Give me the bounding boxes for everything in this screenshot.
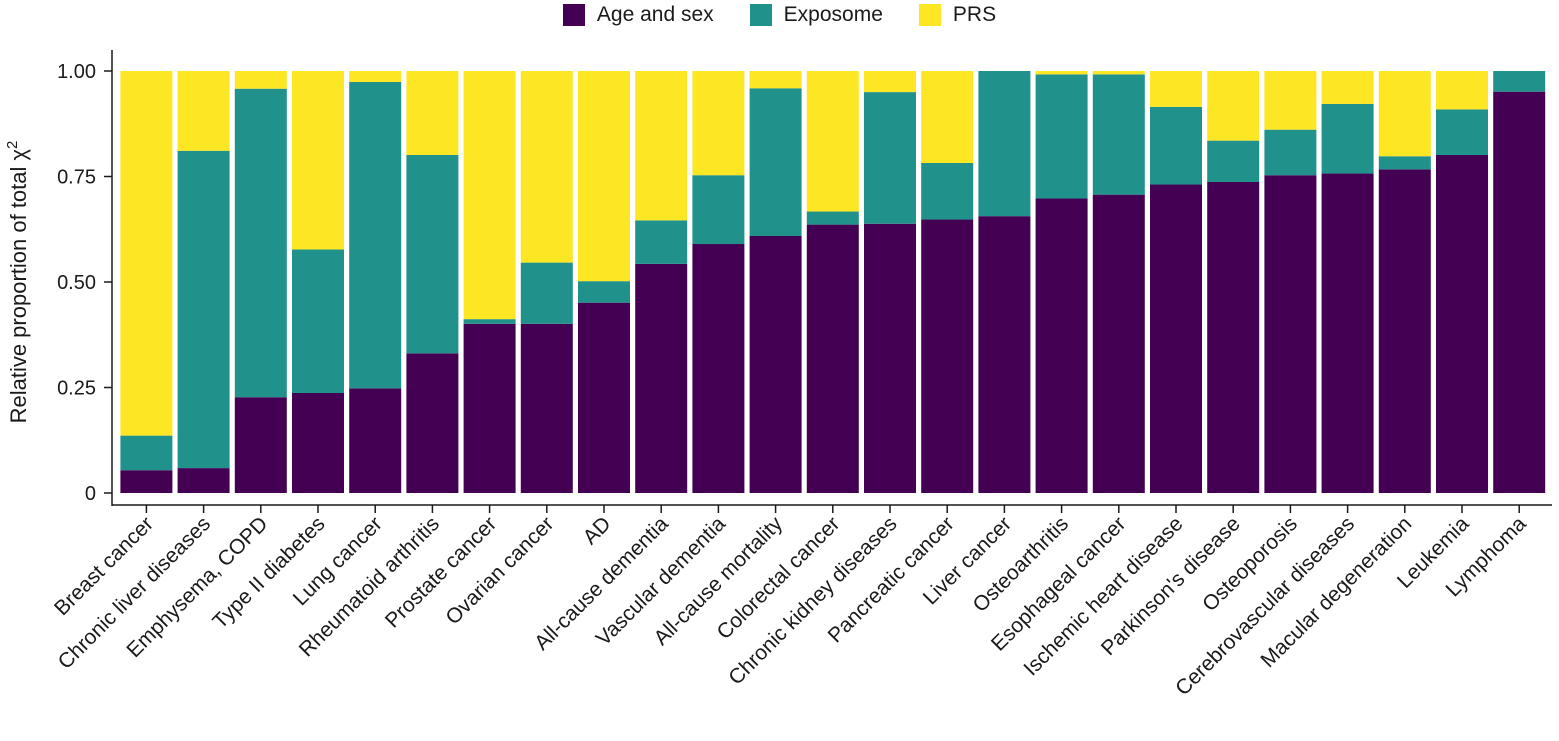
- bar-chronic-liver-diseases-age-and-sex: [177, 468, 230, 493]
- bar-lung-cancer-age-and-sex: [349, 388, 402, 493]
- bar-all-cause-dementia-age-and-sex: [635, 263, 688, 493]
- bar-ischemic-heart-disease-age-and-sex: [1150, 184, 1202, 493]
- bar-macular-degeneration-age-and-sex: [1378, 169, 1431, 493]
- bar-lymphoma-exposome: [1493, 71, 1546, 92]
- y-tick-label: 1.00: [57, 61, 96, 83]
- bar-ovarian-cancer-exposome: [520, 262, 573, 324]
- legend-item-exposome: Exposome: [749, 3, 883, 27]
- legend-label-exposome: Exposome: [783, 3, 883, 26]
- legend-item-age-and-sex: Age and sex: [562, 3, 714, 27]
- bar-osteoarthritis-exposome: [1035, 74, 1088, 199]
- bar-macular-degeneration-prs: [1378, 71, 1431, 157]
- bar-breast-cancer-prs: [120, 71, 173, 436]
- bar-osteoporosis-exposome: [1264, 129, 1317, 176]
- bar-emphysema-copd-exposome: [234, 88, 287, 398]
- bar-ad-age-and-sex: [578, 302, 630, 493]
- bar-all-cause-mortality-exposome: [749, 88, 802, 236]
- bar-vascular-dementia-exposome: [692, 175, 745, 245]
- bar-chronic-kidney-diseases-exposome: [864, 92, 916, 224]
- bar-cerebrovascular-diseases-age-and-sex: [1321, 173, 1374, 494]
- bar-all-cause-mortality-prs: [749, 71, 802, 89]
- legend-swatch-prs: [918, 4, 941, 26]
- y-tick-label: 0: [85, 483, 96, 505]
- bars-layer: [120, 71, 1546, 494]
- bar-lung-cancer-exposome: [349, 81, 402, 389]
- bar-emphysema-copd-age-and-sex: [234, 397, 287, 493]
- bar-colorectal-cancer-prs: [806, 71, 859, 212]
- bar-type-ii-diabetes-age-and-sex: [292, 392, 344, 493]
- bar-chronic-liver-diseases-prs: [177, 71, 230, 151]
- bar-liver-cancer-exposome: [978, 71, 1031, 217]
- bar-chronic-liver-diseases-exposome: [177, 150, 230, 469]
- bar-chronic-kidney-diseases-age-and-sex: [864, 223, 916, 493]
- legend-label-prs: PRS: [952, 3, 997, 26]
- bar-parkinson-s-disease-age-and-sex: [1207, 181, 1260, 494]
- bar-leukemia-prs: [1436, 71, 1488, 110]
- bar-all-cause-dementia-exposome: [635, 220, 688, 264]
- bar-rheumatoid-arthritis-age-and-sex: [406, 353, 459, 493]
- bar-liver-cancer-age-and-sex: [978, 216, 1031, 494]
- bar-pancreatic-cancer-exposome: [921, 163, 974, 220]
- bar-osteoarthritis-age-and-sex: [1035, 198, 1088, 493]
- bar-cerebrovascular-diseases-prs: [1321, 71, 1374, 104]
- bar-osteoporosis-age-and-sex: [1264, 175, 1317, 494]
- bar-lung-cancer-prs: [349, 71, 402, 82]
- bar-breast-cancer-age-and-sex: [120, 470, 173, 493]
- bar-all-cause-mortality-age-and-sex: [749, 236, 802, 493]
- bar-type-ii-diabetes-exposome: [292, 249, 344, 393]
- bar-leukemia-age-and-sex: [1436, 154, 1488, 494]
- bar-esophageal-cancer-age-and-sex: [1092, 194, 1145, 493]
- y-axis-label: Relative proportion of total χ2: [4, 141, 31, 424]
- bar-esophageal-cancer-prs: [1092, 71, 1145, 75]
- x-tick-label-ad: AD: [579, 512, 616, 549]
- legend-swatch-age-and-sex: [562, 4, 585, 26]
- bar-emphysema-copd-prs: [234, 71, 287, 89]
- bar-osteoporosis-prs: [1264, 71, 1317, 130]
- bar-rheumatoid-arthritis-exposome: [406, 154, 459, 354]
- bar-vascular-dementia-prs: [692, 71, 745, 176]
- bar-vascular-dementia-age-and-sex: [692, 244, 745, 493]
- bar-parkinson-s-disease-prs: [1207, 71, 1260, 141]
- bar-ad-exposome: [578, 281, 630, 303]
- x-tick-label-ovarian-cancer: Ovarian cancer: [441, 512, 558, 629]
- legend-label-age-and-sex: Age and sex: [596, 3, 714, 26]
- bar-rheumatoid-arthritis-prs: [406, 71, 459, 155]
- bar-all-cause-dementia-prs: [635, 71, 688, 221]
- legend-swatch-exposome: [749, 4, 772, 26]
- bar-ad-prs: [578, 71, 630, 282]
- bar-colorectal-cancer-exposome: [806, 211, 859, 225]
- bar-colorectal-cancer-age-and-sex: [806, 224, 859, 494]
- bar-prostate-cancer-prs: [463, 71, 516, 320]
- bar-ovarian-cancer-age-and-sex: [520, 323, 573, 493]
- y-tick-label: 0.75: [57, 167, 96, 189]
- bar-prostate-cancer-age-and-sex: [463, 323, 516, 493]
- bar-esophageal-cancer-exposome: [1092, 74, 1145, 195]
- legend: Age and sex Exposome PRS: [0, 3, 1559, 27]
- bar-lymphoma-age-and-sex: [1493, 91, 1546, 494]
- legend-item-prs: PRS: [918, 3, 997, 27]
- y-tick-label: 0.25: [57, 378, 96, 400]
- bar-cerebrovascular-diseases-exposome: [1321, 103, 1374, 174]
- bar-macular-degeneration-exposome: [1378, 156, 1431, 170]
- bar-breast-cancer-exposome: [120, 435, 173, 471]
- x-tick-label-breast-cancer: Breast cancer: [50, 512, 158, 620]
- bar-parkinson-s-disease-exposome: [1207, 140, 1260, 182]
- bar-ischemic-heart-disease-exposome: [1150, 106, 1202, 185]
- y-tick-label: 0.50: [57, 272, 96, 294]
- bar-chronic-kidney-diseases-prs: [864, 71, 916, 93]
- bar-ovarian-cancer-prs: [520, 71, 573, 263]
- bar-leukemia-exposome: [1436, 109, 1488, 155]
- bar-osteoarthritis-prs: [1035, 71, 1088, 75]
- bar-ischemic-heart-disease-prs: [1150, 71, 1202, 107]
- bar-prostate-cancer-exposome: [463, 319, 516, 324]
- bar-pancreatic-cancer-prs: [921, 71, 974, 163]
- bar-type-ii-diabetes-prs: [292, 71, 344, 250]
- bar-pancreatic-cancer-age-and-sex: [921, 219, 974, 494]
